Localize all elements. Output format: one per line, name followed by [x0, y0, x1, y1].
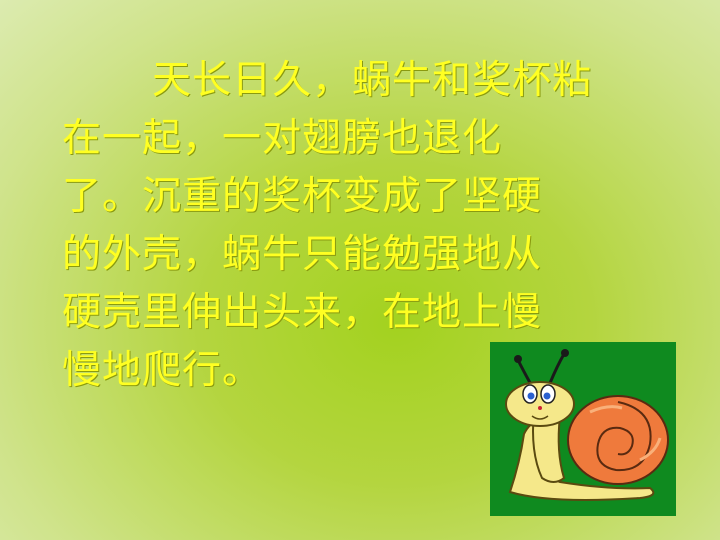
story-line-6: 慢地爬行。 [62, 348, 263, 393]
story-line-4: 的外壳，蜗牛只能勉强地从 [62, 232, 543, 277]
story-line-1: 天长日久，蜗牛和奖杯粘 [152, 58, 593, 103]
story-text: 天长日久，蜗牛和奖杯粘 在一起，一对翅膀也退化 了。沉重的奖杯变成了坚硬 的外壳… [62, 52, 682, 400]
story-line-2: 在一起，一对翅膀也退化 [62, 116, 503, 161]
snail-icon [505, 349, 669, 501]
story-line-3: 了。沉重的奖杯变成了坚硬 [62, 174, 543, 219]
story-line-5: 硬壳里伸出头来，在地上慢 [62, 290, 543, 335]
snail-illustration [490, 342, 676, 516]
